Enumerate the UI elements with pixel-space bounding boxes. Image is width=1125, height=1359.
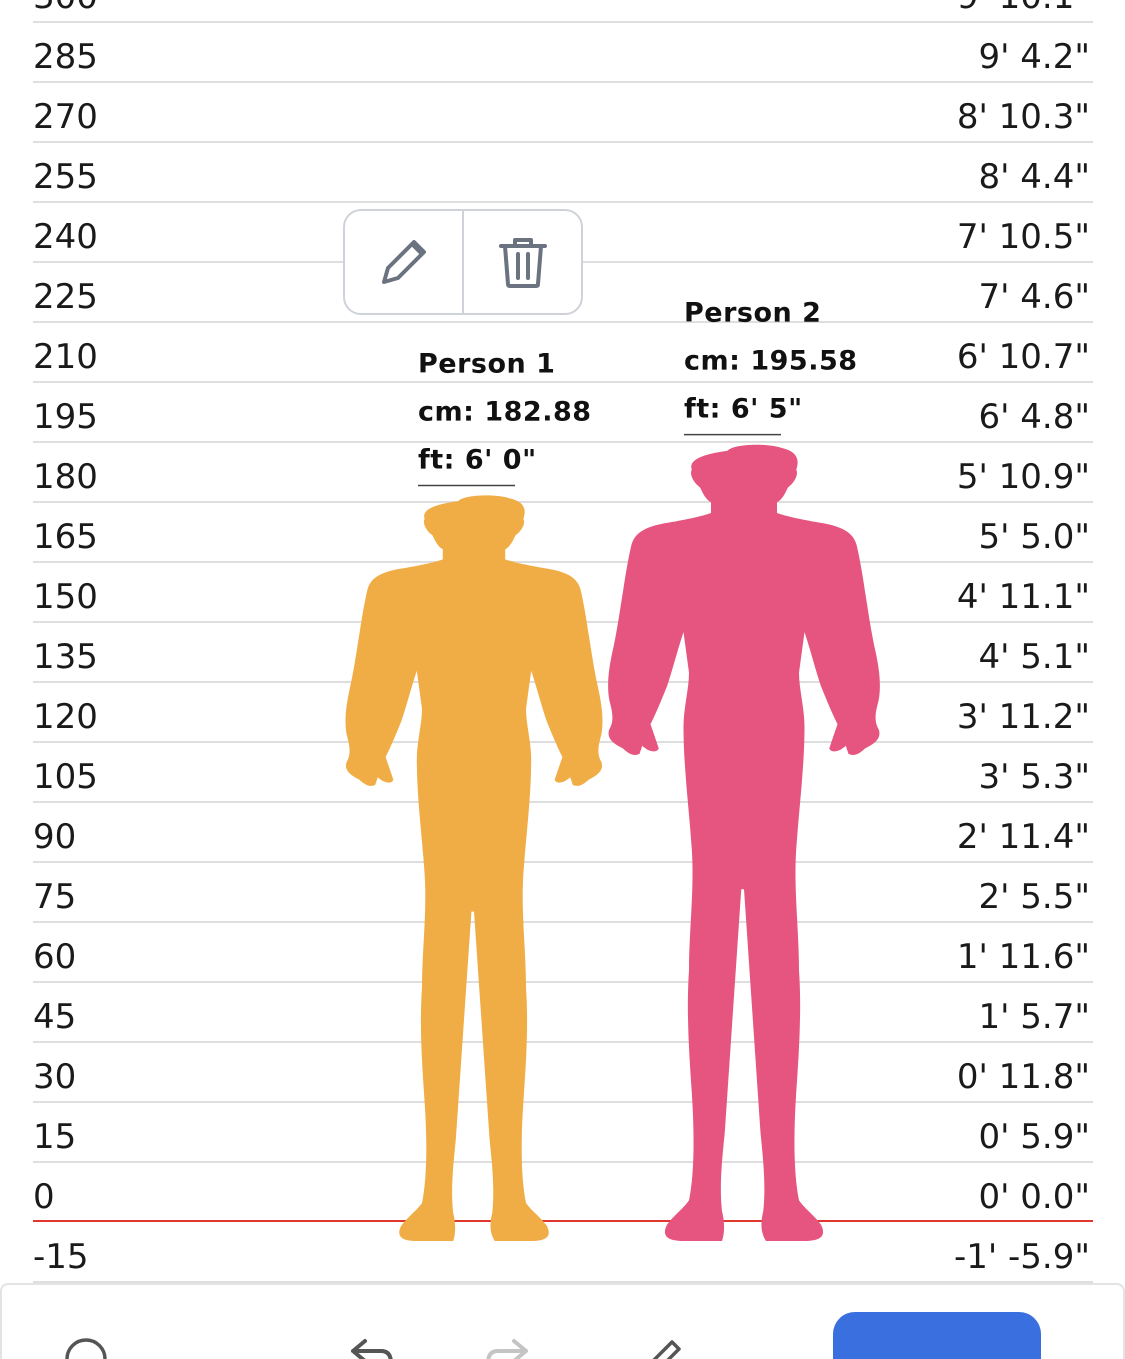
cm-tick-label: 165 — [33, 517, 98, 557]
ft-tick-label: 5' 5.0" — [979, 517, 1091, 557]
ft-tick-label: -1' -5.9" — [954, 1237, 1090, 1277]
undo-icon — [351, 1339, 393, 1359]
person-ft: ft: 6' 0" — [418, 444, 537, 475]
cm-tick-label: 240 — [33, 217, 98, 257]
undo-button[interactable] — [347, 1335, 397, 1359]
ft-tick-label: 8' 10.3" — [957, 97, 1090, 137]
ft-tick-label: 9' 4.2" — [979, 37, 1091, 77]
edit-button[interactable] — [642, 1335, 686, 1359]
ft-tick-label: 6' 4.8" — [979, 397, 1091, 437]
ft-tick-label: 6' 10.7" — [957, 337, 1090, 377]
bottom-toolbar — [0, 1283, 1125, 1359]
ft-tick-label: 2' 11.4" — [957, 817, 1090, 857]
popup-divider — [462, 211, 464, 313]
cm-tick-label: 135 — [33, 637, 98, 677]
pencil-icon — [652, 1340, 681, 1359]
ft-tick-label: 0' 11.8" — [957, 1057, 1090, 1097]
cm-tick-label: 225 — [33, 277, 98, 317]
ft-tick-label: 3' 11.2" — [957, 697, 1090, 737]
person-silhouette[interactable] — [608, 444, 880, 1241]
cm-tick-label: 0 — [33, 1177, 55, 1217]
ft-tick-label: 2' 5.5" — [979, 877, 1091, 917]
cm-tick-label: 60 — [33, 937, 76, 977]
cm-tick-label: 15 — [33, 1117, 76, 1157]
ft-tick-label: 3' 5.3" — [979, 757, 1091, 797]
cm-tick-label: -15 — [33, 1237, 89, 1277]
figure-action-popup — [343, 209, 583, 315]
cm-tick-label: 90 — [33, 817, 76, 857]
cm-tick-label: 300 — [33, 0, 98, 17]
ft-tick-label: 5' 10.9" — [957, 457, 1090, 497]
ft-tick-label: 8' 4.4" — [979, 157, 1091, 197]
cm-tick-label: 195 — [33, 397, 98, 437]
pencil-icon — [381, 240, 426, 284]
cm-tick-label: 180 — [33, 457, 98, 497]
cm-tick-label: 210 — [33, 337, 98, 377]
clear-all-button[interactable] — [62, 1335, 110, 1359]
person-labels: Person 1 cm: 182.88 ft: 6' 0" Person 2 cm: 1… — [418, 298, 858, 487]
cm-axis-labels: 3002852702552402252101951801651501351201… — [33, 0, 98, 1277]
person-cm: cm: 182.88 — [418, 396, 592, 427]
redo-icon — [486, 1339, 528, 1359]
edit-person-button[interactable] — [345, 211, 462, 313]
cm-tick-label: 270 — [33, 97, 98, 137]
person-name: Person 2 — [684, 298, 821, 329]
cm-tick-label: 120 — [33, 697, 98, 737]
cm-tick-label: 150 — [33, 577, 98, 617]
share-button[interactable] — [833, 1312, 1041, 1359]
cm-tick-label: 255 — [33, 157, 98, 197]
ft-axis-labels: 9' 10.1" 9' 4.2" 8' 10.3" 8' 4.4" 7' 10.5" 7'… — [954, 0, 1090, 1277]
ft-tick-label: 1' 11.6" — [957, 937, 1090, 977]
person-figures[interactable] — [345, 444, 880, 1242]
ft-tick-label: 0' 5.9" — [979, 1117, 1091, 1157]
cm-tick-label: 75 — [33, 877, 76, 917]
person-ft: ft: 6' 5" — [684, 394, 803, 425]
person-cm: cm: 195.58 — [684, 346, 858, 377]
circle-icon — [65, 1338, 107, 1359]
cm-tick-label: 105 — [33, 757, 98, 797]
delete-person-button[interactable] — [464, 211, 581, 313]
cm-tick-label: 285 — [33, 37, 98, 77]
cm-tick-label: 45 — [33, 997, 76, 1037]
ft-tick-label: 1' 5.7" — [979, 997, 1091, 1037]
trash-icon — [498, 238, 547, 288]
ft-tick-label: 4' 5.1" — [979, 637, 1091, 677]
person-silhouette[interactable] — [345, 495, 603, 1242]
ft-tick-label: 0' 0.0" — [979, 1177, 1091, 1217]
cm-tick-label: 30 — [33, 1057, 76, 1097]
ft-tick-label: 7' 4.6" — [979, 277, 1091, 317]
ft-tick-label: 9' 10.1" — [957, 0, 1090, 17]
ft-tick-label: 4' 11.1" — [957, 577, 1090, 617]
person-name: Person 1 — [418, 348, 555, 379]
ft-tick-label: 7' 10.5" — [957, 217, 1090, 257]
redo-button[interactable] — [482, 1335, 532, 1359]
height-chart: 3002852702552402252101951801651501351201… — [33, 0, 1093, 1283]
